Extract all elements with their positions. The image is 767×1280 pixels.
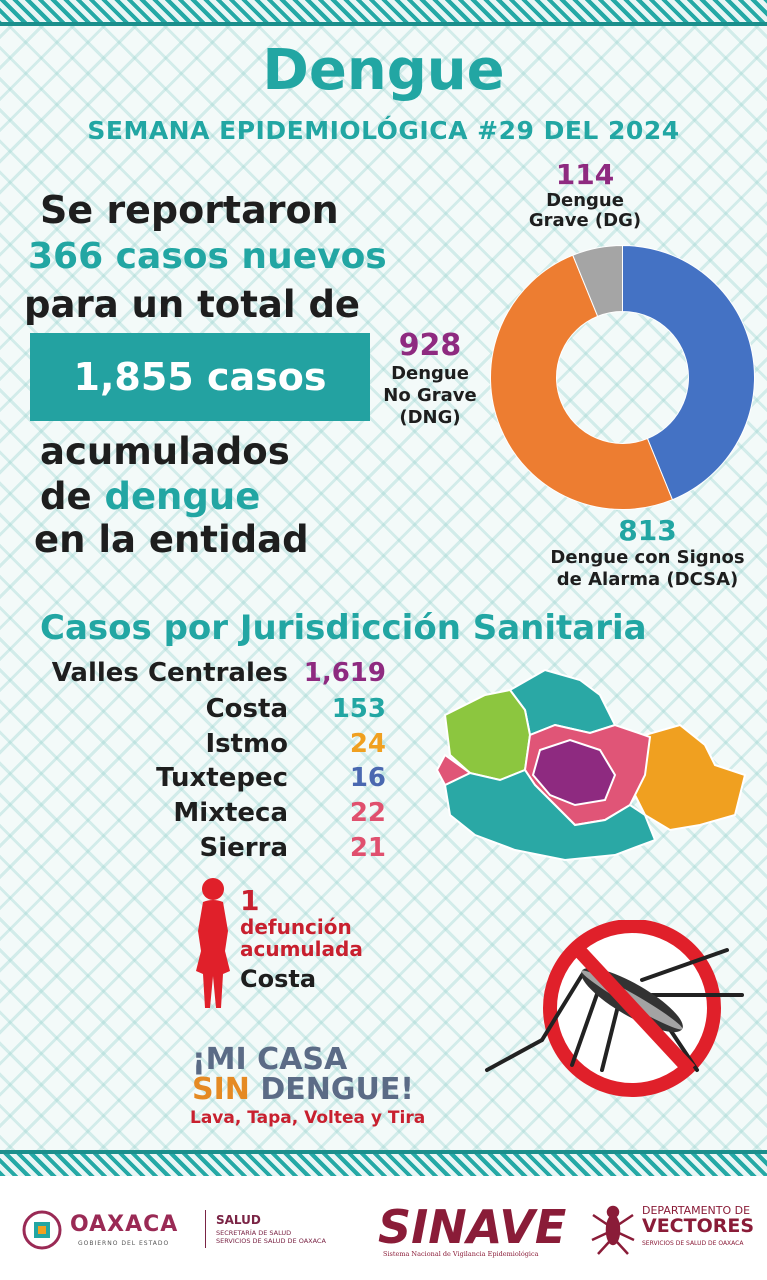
jurisdiction-name: Sierra (199, 833, 288, 863)
map-region-istmo (628, 723, 747, 832)
footer-sinave-logo: SINAVE (378, 1200, 567, 1254)
jurisdiction-value: 1,619 (303, 658, 386, 688)
jurisdiction-section-title: Casos por Jurisdicción Sanitaria (40, 608, 647, 648)
label-dng-line3: (DNG) (399, 407, 461, 428)
footer-salud-sub1: SECRETARÍA DE SALUD (216, 1229, 292, 1237)
footer-logos-area (0, 1176, 767, 1280)
summary-new-cases: 366 casos nuevos (28, 236, 387, 277)
jurisdiction-name: Istmo (205, 729, 288, 759)
donut-slice-2 (572, 244, 623, 318)
label-dcsa-line1: Dengue con Signos (550, 547, 745, 568)
summary-line-6: en la entidad (34, 518, 309, 561)
jurisdiction-name: Valles Centrales (51, 658, 288, 688)
footer-sinave-sub: Sistema Nacional de Vigilancia Epidemiol… (383, 1250, 539, 1258)
footer-salud: SALUD (216, 1213, 261, 1227)
slogan-dengue: DENGUE! (260, 1072, 414, 1107)
footer-vectores-sub: SERVICIOS DE SALUD DE OAXACA (642, 1240, 744, 1247)
footer-dept: DEPARTAMENTO DE (642, 1204, 751, 1217)
death-place: Costa (240, 965, 317, 993)
jurisdiction-value: 16 (349, 763, 386, 793)
footer-salud-sub2: SERVICIOS DE SALUD DE OAXACA (216, 1237, 326, 1245)
slogan-line-2: SIN DENGUE! (192, 1072, 414, 1107)
label-dng-line2: No Grave (383, 385, 477, 406)
footer-vectores: VECTORES (642, 1215, 755, 1237)
label-dcsa: 813 Dengue con Signos de Alarma (DCSA) (530, 514, 765, 591)
mosquito-logo-icon (591, 1205, 635, 1255)
label-dg-line1: Dengue (546, 190, 624, 211)
map-region-costa (443, 768, 657, 862)
label-dg-line2: Grave (DG) (528, 210, 642, 231)
summary-dengue-word: dengue (104, 475, 261, 518)
label-dng: 928 Dengue No Grave (DNG) (375, 328, 485, 429)
map-region-valles (531, 738, 617, 807)
label-dcsa-line2: de Alarma (DCSA) (556, 569, 739, 590)
map-region-west (435, 753, 472, 787)
footer-divider (205, 1210, 206, 1248)
no-mosquito-icon (485, 920, 744, 1097)
death-label-line1: defunción (240, 915, 352, 939)
slogan-line-3: Lava, Tapa, Voltea y Tira (190, 1108, 426, 1128)
total-cases-box: 1,855 casos (30, 333, 370, 421)
footer-oaxaca: OAXACA (70, 1212, 179, 1237)
summary-line-5: de dengue (40, 475, 260, 518)
oaxaca-emblem-icon (22, 1210, 62, 1250)
label-dg: 114 Dengue Grave (DG) (510, 158, 660, 231)
footer-oaxaca-sub: GOBIERNO DEL ESTADO (78, 1240, 170, 1247)
slogan-line-1: ¡MI CASA (192, 1042, 348, 1077)
jurisdiction-value: 22 (349, 798, 386, 828)
page-subtitle: SEMANA EPIDEMIOLÓGICA #29 DEL 2024 (87, 116, 680, 145)
donut-slice-1 (490, 254, 674, 510)
slogan-sin: SIN (192, 1072, 261, 1107)
summary-line-1: Se reportaron (40, 188, 339, 232)
label-dcsa-value: 813 (618, 514, 677, 547)
label-dng-value: 928 (398, 328, 462, 363)
oaxaca-jurisdiction-map (435, 668, 747, 862)
donut-slice-0 (622, 244, 755, 501)
bottom-border-band (0, 1150, 767, 1176)
jurisdiction-value: 21 (349, 833, 386, 863)
label-dng-line1: Dengue (391, 363, 469, 384)
summary-line-3: para un total de (24, 283, 361, 326)
jurisdiction-value: 153 (331, 694, 386, 724)
patterned-background (0, 0, 767, 1170)
death-label-line2: acumulada (240, 937, 363, 961)
death-count: 1 (240, 884, 260, 917)
jurisdiction-value: 24 (349, 729, 386, 759)
footer-salud-sub: SECRETARÍA DE SALUD SERVICIOS DE SALUD D… (216, 1229, 326, 1245)
jurisdiction-name: Tuxtepec (156, 763, 288, 793)
person-silhouette-icon (196, 878, 230, 1008)
jurisdiction-name: Costa (205, 694, 288, 724)
top-border-band (0, 0, 767, 26)
summary-line-4: acumulados (40, 430, 290, 473)
jurisdiction-name: Mixteca (173, 798, 288, 828)
summary-de: de (40, 475, 105, 518)
page-title: Dengue (262, 38, 505, 103)
death-label: defunción acumulada (240, 916, 363, 960)
label-dg-value: 114 (555, 158, 615, 191)
cases-donut-chart (490, 244, 755, 510)
